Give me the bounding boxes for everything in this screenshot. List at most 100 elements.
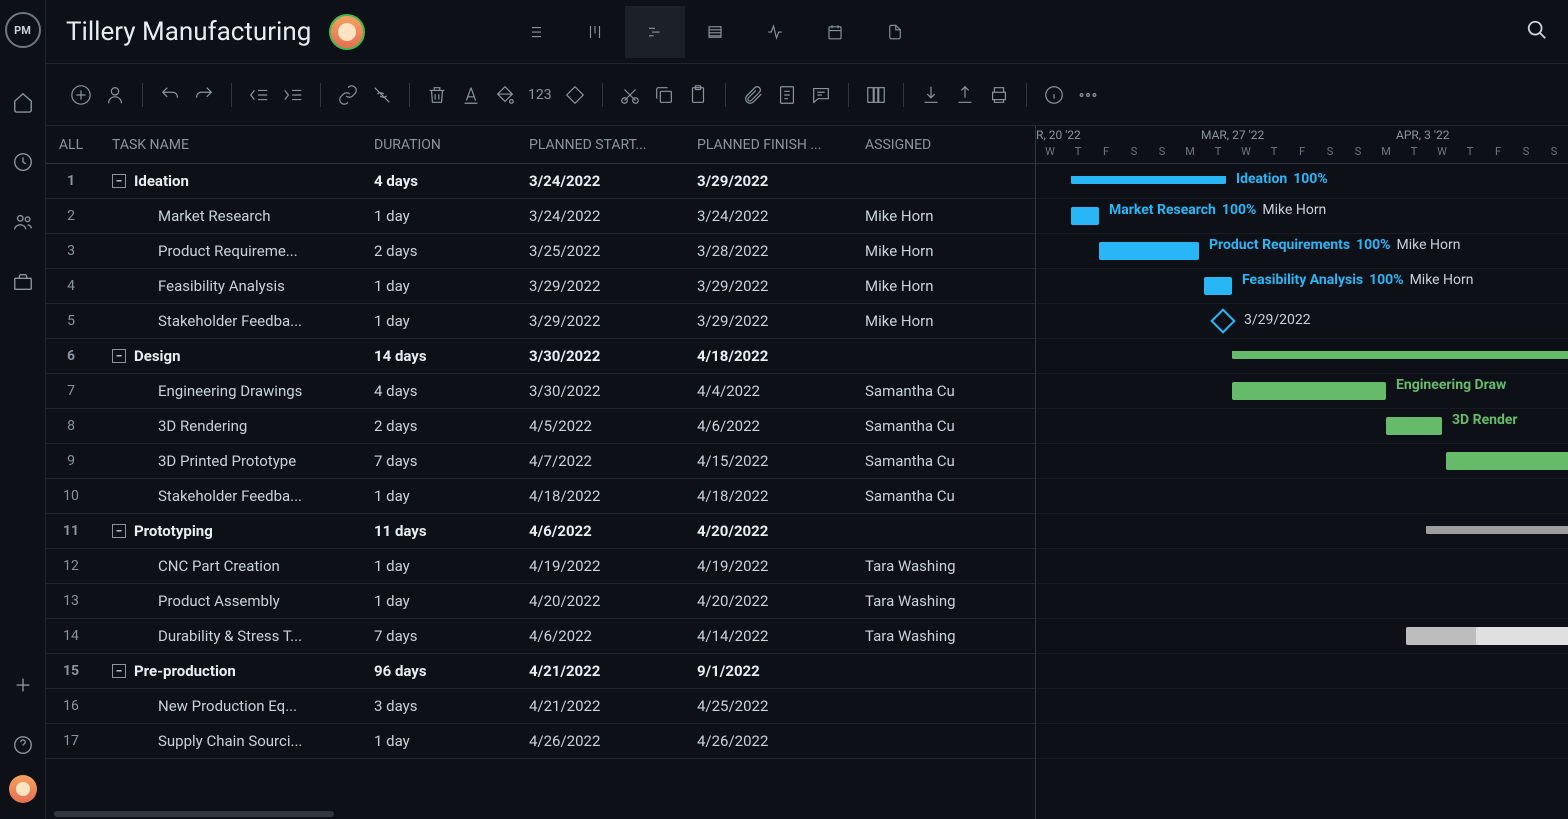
comments-button[interactable] [806, 80, 836, 110]
gantt-row[interactable] [1036, 619, 1568, 654]
task-name-cell[interactable]: −Pre-production [104, 662, 364, 680]
task-row[interactable]: 3Product Requireme...2 days3/25/20223/28… [46, 234, 1035, 269]
task-row[interactable]: 10Stakeholder Feedba...1 day4/18/20224/1… [46, 479, 1035, 514]
outdent-button[interactable] [244, 80, 274, 110]
add-button[interactable] [66, 80, 96, 110]
summary-bar[interactable] [1426, 526, 1568, 534]
plus-icon[interactable] [11, 673, 35, 697]
help-icon[interactable] [11, 733, 35, 757]
attach-button[interactable] [738, 80, 768, 110]
clock-icon[interactable] [11, 150, 35, 174]
duration-cell[interactable]: 11 days [364, 522, 519, 540]
start-cell[interactable]: 4/21/2022 [519, 697, 687, 715]
duration-cell[interactable]: 4 days [364, 382, 519, 400]
assigned-cell[interactable]: Mike Horn [855, 207, 1035, 225]
start-cell[interactable]: 3/29/2022 [519, 277, 687, 295]
finish-cell[interactable]: 4/6/2022 [687, 417, 855, 435]
task-row[interactable]: 13Product Assembly1 day4/20/20224/20/202… [46, 584, 1035, 619]
assigned-cell[interactable]: Tara Washing [855, 557, 1035, 575]
gantt-row[interactable]: 3/29/2022 [1036, 304, 1568, 339]
task-row[interactable]: 83D Rendering2 days4/5/20224/6/2022Saman… [46, 409, 1035, 444]
task-row[interactable]: 5Stakeholder Feedba...1 day3/29/20223/29… [46, 304, 1035, 339]
gantt-row[interactable] [1036, 654, 1568, 689]
gantt-row[interactable] [1036, 689, 1568, 724]
collapse-icon[interactable]: − [112, 349, 126, 363]
task-name-cell[interactable]: Engineering Drawings [104, 382, 364, 400]
duration-cell[interactable]: 1 day [364, 207, 519, 225]
duration-cell[interactable]: 4 days [364, 172, 519, 190]
start-cell[interactable]: 3/30/2022 [519, 382, 687, 400]
task-name-cell[interactable]: Market Research [104, 207, 364, 225]
text-color-button[interactable] [456, 80, 486, 110]
task-row[interactable]: 17Supply Chain Sourci...1 day4/26/20224/… [46, 724, 1035, 759]
finish-cell[interactable]: 4/26/2022 [687, 732, 855, 750]
finish-cell[interactable]: 4/18/2022 [687, 347, 855, 365]
gantt-row[interactable] [1036, 479, 1568, 514]
duration-cell[interactable]: 1 day [364, 557, 519, 575]
task-name-cell[interactable]: −Design [104, 347, 364, 365]
duration-cell[interactable]: 2 days [364, 417, 519, 435]
col-duration[interactable]: DURATION [364, 137, 519, 153]
assigned-cell[interactable]: Mike Horn [855, 312, 1035, 330]
copy-button[interactable] [649, 80, 679, 110]
start-cell[interactable]: 4/26/2022 [519, 732, 687, 750]
gantt-row[interactable]: Ideation100% [1036, 164, 1568, 199]
task-name-cell[interactable]: Stakeholder Feedba... [104, 487, 364, 505]
columns-button[interactable] [861, 80, 891, 110]
start-cell[interactable]: 3/24/2022 [519, 172, 687, 190]
col-all[interactable]: ALL [46, 137, 96, 153]
finish-cell[interactable]: 3/29/2022 [687, 172, 855, 190]
duration-cell[interactable]: 1 day [364, 732, 519, 750]
start-cell[interactable]: 3/24/2022 [519, 207, 687, 225]
task-name-cell[interactable]: Product Assembly [104, 592, 364, 610]
task-bar[interactable] [1446, 452, 1568, 470]
gantt-row[interactable]: Engineering Draw [1036, 374, 1568, 409]
gantt-body[interactable]: Ideation100% Market Research100%Mike Horn… [1036, 164, 1568, 819]
briefcase-icon[interactable] [11, 270, 35, 294]
milestone-marker[interactable] [1210, 308, 1235, 333]
link-button[interactable] [333, 80, 363, 110]
unlink-button[interactable] [367, 80, 397, 110]
view-activity-icon[interactable] [745, 6, 805, 58]
task-name-cell[interactable]: Feasibility Analysis [104, 277, 364, 295]
search-icon[interactable] [1526, 19, 1548, 45]
col-assigned[interactable]: ASSIGNED [855, 137, 1035, 153]
task-row[interactable]: 7Engineering Drawings4 days3/30/20224/4/… [46, 374, 1035, 409]
view-board-icon[interactable] [565, 6, 625, 58]
finish-cell[interactable]: 4/20/2022 [687, 522, 855, 540]
duration-cell[interactable]: 3 days [364, 697, 519, 715]
finish-cell[interactable]: 4/18/2022 [687, 487, 855, 505]
more-button[interactable] [1073, 80, 1103, 110]
number-format-button[interactable]: 123 [524, 87, 556, 103]
duration-cell[interactable]: 2 days [364, 242, 519, 260]
gantt-row[interactable] [1036, 444, 1568, 479]
task-row[interactable]: 2Market Research1 day3/24/20223/24/2022M… [46, 199, 1035, 234]
col-planned-start[interactable]: PLANNED START... [519, 137, 687, 153]
logo[interactable]: PM [5, 12, 41, 48]
collapse-icon[interactable]: − [112, 664, 126, 678]
task-row[interactable]: 4Feasibility Analysis1 day3/29/20223/29/… [46, 269, 1035, 304]
duration-cell[interactable]: 7 days [364, 452, 519, 470]
gantt-row[interactable] [1036, 724, 1568, 759]
task-name-cell[interactable]: −Ideation [104, 172, 364, 190]
user-avatar[interactable] [9, 775, 37, 803]
finish-cell[interactable]: 4/25/2022 [687, 697, 855, 715]
paste-button[interactable] [683, 80, 713, 110]
duration-cell[interactable]: 96 days [364, 662, 519, 680]
delete-button[interactable] [422, 80, 452, 110]
summary-bar[interactable]: Ideation100% [1071, 176, 1226, 184]
start-cell[interactable]: 4/6/2022 [519, 522, 687, 540]
gantt-row[interactable]: Market Research100%Mike Horn [1036, 199, 1568, 234]
task-row[interactable]: 93D Printed Prototype7 days4/7/20224/15/… [46, 444, 1035, 479]
collapse-icon[interactable]: − [112, 524, 126, 538]
view-gantt-icon[interactable] [625, 6, 685, 58]
start-cell[interactable]: 4/18/2022 [519, 487, 687, 505]
cut-button[interactable] [615, 80, 645, 110]
task-row[interactable]: 1−Ideation4 days3/24/20223/29/2022 [46, 164, 1035, 199]
col-task-name[interactable]: TASK NAME [104, 137, 364, 153]
print-button[interactable] [984, 80, 1014, 110]
export-button[interactable] [950, 80, 980, 110]
finish-cell[interactable]: 3/28/2022 [687, 242, 855, 260]
start-cell[interactable]: 4/19/2022 [519, 557, 687, 575]
assigned-cell[interactable]: Tara Washing [855, 592, 1035, 610]
